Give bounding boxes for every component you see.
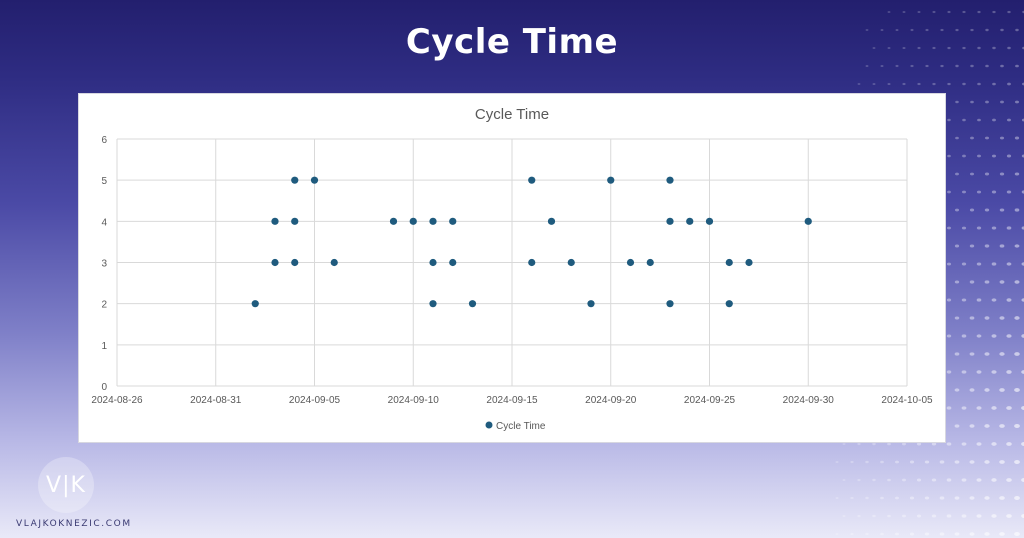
x-tick-label: 2024-09-15 (486, 395, 538, 406)
data-point (705, 217, 714, 225)
data-point (804, 217, 812, 225)
y-tick-label: 2 (101, 300, 107, 311)
x-tick-label: 2024-09-05 (289, 395, 341, 406)
data-point (686, 217, 694, 225)
data-point (449, 217, 457, 225)
data-point (429, 258, 437, 267)
grid-lines (116, 138, 908, 387)
data-point (271, 258, 279, 267)
data-point (725, 258, 733, 267)
data-point (666, 300, 674, 308)
legend-label: Cycle Time (496, 421, 546, 432)
data-point (725, 300, 733, 308)
data-point (291, 217, 299, 225)
legend-marker (485, 421, 493, 429)
x-tick-label: 2024-08-26 (91, 395, 143, 406)
data-point (429, 217, 437, 225)
data-point (666, 217, 674, 225)
x-tick-label: 2024-09-10 (388, 395, 440, 406)
data-point (547, 217, 556, 225)
data-point (666, 176, 674, 184)
x-tick-label: 2024-09-20 (585, 395, 637, 406)
data-point (251, 300, 259, 308)
data-point (310, 176, 319, 184)
data-point (409, 217, 417, 225)
y-tick-label: 5 (101, 176, 107, 187)
data-point (389, 217, 398, 225)
data-point (291, 176, 299, 184)
data-points (251, 176, 812, 308)
y-axis-ticks: 0 1 2 3 4 5 6 (101, 135, 107, 393)
data-point (587, 300, 595, 308)
y-tick-label: 3 (101, 259, 107, 270)
chart-legend: Cycle Time (485, 421, 546, 432)
y-tick-label: 1 (101, 341, 107, 352)
data-point (528, 176, 536, 184)
data-point (429, 300, 437, 308)
x-tick-label: 2024-08-31 (190, 395, 242, 406)
page-title: Cycle Time (405, 22, 619, 62)
data-point (745, 258, 753, 267)
data-point (567, 258, 575, 267)
logo-text: V|K (46, 472, 86, 498)
data-point (646, 258, 654, 267)
x-tick-label: 2024-10-05 (881, 395, 933, 406)
logo: V|K (38, 457, 94, 513)
data-point (468, 300, 477, 308)
x-tick-label: 2024-09-25 (684, 395, 736, 406)
y-tick-label: 6 (101, 135, 107, 146)
chart-title: Cycle Time (475, 106, 549, 123)
data-point (607, 176, 615, 184)
x-tick-label: 2024-09-30 (783, 395, 835, 406)
site-url: VLAJKOKNEZIC.COM (16, 519, 132, 529)
data-point (626, 258, 635, 267)
x-axis-ticks: 2024-08-26 2024-08-31 2024-09-05 2024-09-10… (91, 395, 933, 406)
data-point (291, 258, 299, 267)
data-point (330, 258, 338, 267)
data-point (271, 217, 279, 225)
data-point (528, 258, 536, 267)
y-tick-label: 0 (101, 382, 107, 393)
data-point (449, 258, 457, 267)
y-tick-label: 4 (101, 217, 107, 228)
